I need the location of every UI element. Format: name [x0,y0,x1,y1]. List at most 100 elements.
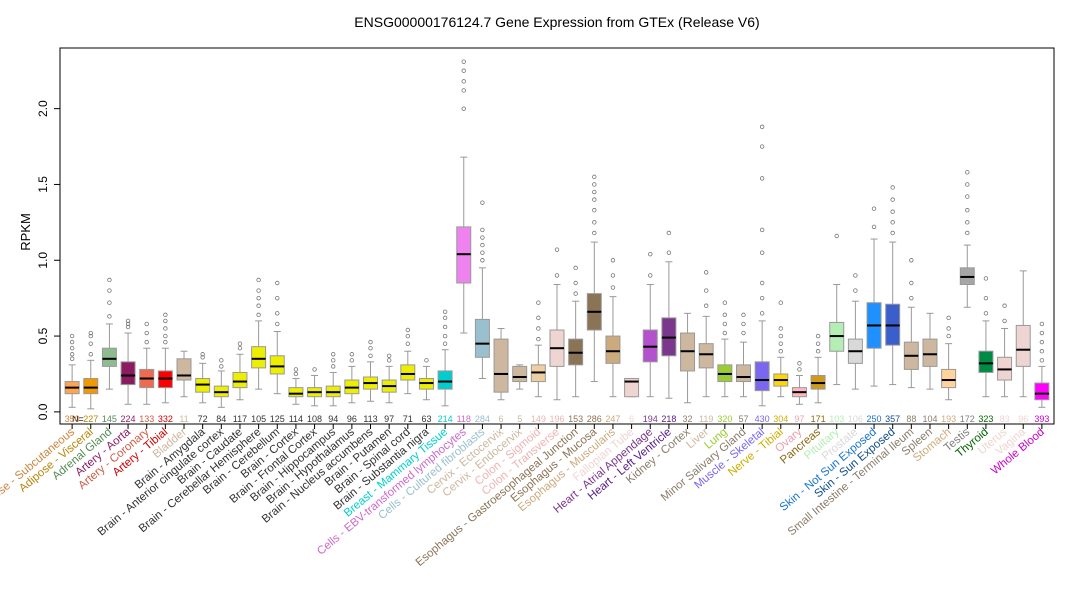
outlier-point [461,59,466,64]
tissue-box [64,333,80,408]
outlier-point [405,327,411,333]
sample-size: 104 [922,414,937,424]
iqr-box [978,350,994,373]
sample-size: 286 [587,414,602,424]
outlier-point [759,250,765,255]
iqr-box [101,347,117,367]
outlier-point [200,352,205,357]
tissue-box [400,327,416,395]
outlier-point [349,358,355,363]
sample-size: 88 [906,414,916,424]
outlier-point [741,330,746,336]
sample-size: 284 [475,414,490,424]
iqr-box [176,358,192,381]
sample-size: 63 [421,414,431,424]
iqr-box [941,368,957,389]
outlier-point [163,333,168,339]
outlier-point [237,345,243,351]
outlier-point [592,230,597,236]
outlier-point [293,371,299,377]
outlier-point [965,194,970,199]
tissue-box [698,270,714,398]
tissue-box [810,333,826,404]
tissue-box [269,280,285,395]
outlier-point [480,227,485,233]
outlier-point [965,208,970,213]
outlier-point [610,273,616,278]
sample-size-prefix: N= [72,414,84,424]
outlier-point [1039,339,1045,345]
outlier-point [88,352,93,357]
iqr-box [437,370,453,390]
tissue-box [1015,270,1031,398]
sample-size: 323 [978,414,993,424]
y-tick-label: 0.0 [36,403,50,420]
sample-size: 117 [233,414,247,424]
outlier-point [1002,303,1007,308]
outlier-point [442,324,448,330]
outlier-point [815,341,821,346]
sample-size: 218 [661,414,676,424]
sample-size: 171 [811,414,826,424]
tissue-box [120,318,136,405]
outlier-point [424,358,429,363]
outlier-point [237,341,243,346]
tissue-box [101,277,117,390]
iqr-box [288,387,304,398]
outlier-point [853,288,858,293]
outlier-point [759,144,765,149]
outlier-point [871,224,877,230]
tissue-box [456,59,472,334]
tissue-box [232,341,248,401]
outlier-point [778,349,783,354]
outlier-point [778,341,783,346]
y-tick-label: 1.0 [36,252,50,269]
iqr-box [512,365,528,383]
outlier-point [834,233,839,239]
outlier-point [983,276,989,281]
tissue-box [344,352,360,404]
outlier-point [256,303,261,308]
tissue-box [661,230,677,399]
sample-size: 172 [960,414,975,424]
sample-size: 11 [179,414,188,424]
outlier-point [144,339,149,345]
tissue-box [530,300,546,398]
tissue-box [381,353,397,404]
outlier-point [965,182,970,187]
y-tick-label: 0.5 [36,327,50,344]
box-series [64,59,1050,410]
tissue-box [605,258,621,398]
tissue-box [624,378,640,398]
sample-size: 105 [251,414,266,424]
iqr-box [754,361,770,392]
outlier-point [703,303,709,308]
outlier-point [592,182,597,187]
tissue-box [418,358,434,401]
outlier-point [722,312,728,318]
outlier-point [890,209,895,214]
sample-size: 32 [683,414,693,424]
sample-size: 97 [384,414,394,424]
tissue-box [195,352,211,404]
outlier-point [461,88,466,93]
outlier-point [722,321,728,327]
outlier-point [312,367,317,372]
outlier-point [666,250,672,255]
outlier-point [610,258,616,263]
outlier-point [648,251,653,257]
outlier-point [480,200,485,205]
outlier-point [125,318,131,324]
outlier-point [144,321,149,327]
tissue-box [680,312,696,404]
outlier-point [368,353,373,358]
outlier-point [256,295,261,301]
outlier-point [69,356,75,362]
sample-size: 193 [941,414,956,424]
outlier-point [107,300,112,305]
tissue-box [1034,321,1050,408]
outlier-point [722,330,728,336]
outlier-point [703,288,709,293]
chart-title: ENSG00000176124.7 Gene Expression from G… [354,14,759,30]
outlier-point [703,270,709,275]
